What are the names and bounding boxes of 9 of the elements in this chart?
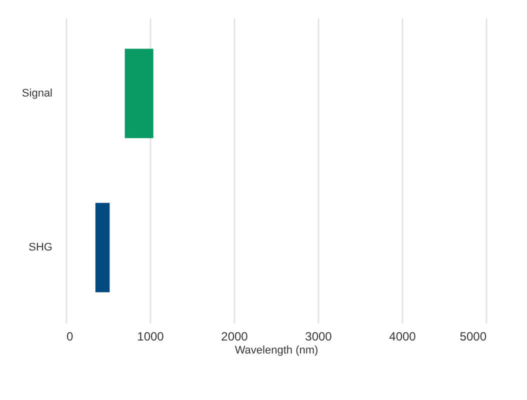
x-tick-label: 2000 — [221, 330, 248, 344]
x-tick-label: 4000 — [389, 330, 416, 344]
x-tick-label: 5000 — [460, 330, 487, 344]
x-tick-label: 1000 — [137, 330, 164, 344]
x-tick-label: 3000 — [305, 330, 332, 344]
y-tick-label: SHG — [28, 242, 52, 254]
y-tick-label: Signal — [22, 87, 52, 100]
x-axis-title: Wavelength (nm) — [234, 344, 318, 356]
x-tick-label: 0 — [66, 330, 74, 344]
